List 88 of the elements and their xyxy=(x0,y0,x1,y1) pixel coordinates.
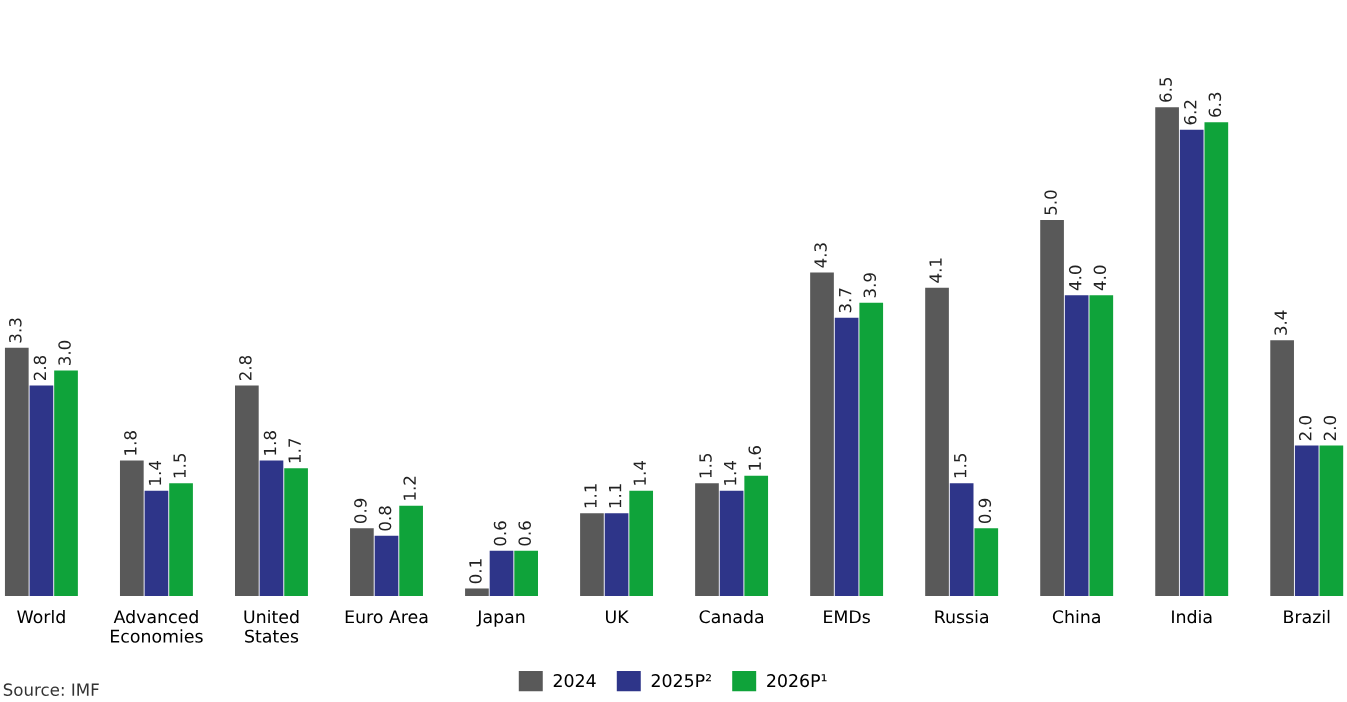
data-label: 3.3 xyxy=(9,318,22,343)
data-label: 2.0 xyxy=(1323,416,1337,441)
data-label: 1.1 xyxy=(584,484,597,508)
x-tick-label: Japan xyxy=(476,610,525,627)
x-tick-label: Canada xyxy=(699,609,764,624)
bar xyxy=(465,588,489,596)
data-label: 6.5 xyxy=(1159,77,1172,102)
x-tick-label: United States xyxy=(244,609,299,643)
bar xyxy=(949,483,974,596)
bar xyxy=(580,513,604,596)
data-label: 2.0 xyxy=(1298,416,1312,441)
data-label: 0.1 xyxy=(469,559,482,584)
data-label: 4.1 xyxy=(929,258,942,283)
bar xyxy=(144,490,169,596)
data-label: 6.2 xyxy=(1183,100,1197,125)
x-tick-label: Euro Area xyxy=(345,610,428,624)
bar xyxy=(54,370,78,596)
bar xyxy=(29,385,54,596)
data-label: 6.3 xyxy=(1208,92,1222,117)
bar xyxy=(719,490,744,596)
data-label: 1.4 xyxy=(633,460,646,485)
bar xyxy=(1204,122,1229,596)
bar xyxy=(284,468,308,596)
data-label: 1.2 xyxy=(403,476,416,500)
data-label: 0.8 xyxy=(378,506,392,531)
bar xyxy=(350,528,374,596)
data-label: 1.8 xyxy=(263,431,277,455)
bar xyxy=(974,528,999,596)
data-label: 0.6 xyxy=(518,521,531,546)
data-label: 0.6 xyxy=(493,521,507,546)
data-label: 1.1 xyxy=(609,484,622,508)
bar xyxy=(374,535,399,596)
data-label: 0.9 xyxy=(978,498,992,524)
legend-label: 2024 xyxy=(553,674,596,688)
data-label: 3.7 xyxy=(838,288,852,313)
bar xyxy=(810,272,834,596)
data-label: 5.0 xyxy=(1044,190,1057,215)
bar xyxy=(1155,107,1179,596)
x-tick-label: Brazil xyxy=(1284,609,1330,624)
bar xyxy=(169,483,193,596)
bar xyxy=(744,475,769,596)
data-label: 4.0 xyxy=(1068,265,1082,291)
data-label: 1.7 xyxy=(288,438,301,463)
x-tick-label: India xyxy=(1172,609,1212,624)
source-note: Source: IMF xyxy=(3,683,99,696)
data-label: 1.4 xyxy=(724,460,737,485)
x-tick-label: UK xyxy=(606,610,629,624)
bar xyxy=(925,287,949,596)
bar xyxy=(489,550,514,596)
data-label: 1.8 xyxy=(124,431,137,455)
data-label: 1.5 xyxy=(699,453,712,478)
data-label: 3.4 xyxy=(1274,310,1287,335)
bar xyxy=(859,302,884,596)
legend-label: 2026P¹ xyxy=(767,674,827,688)
bar xyxy=(399,505,423,596)
data-label: 2.8 xyxy=(239,355,252,381)
bar xyxy=(1179,129,1204,596)
bar xyxy=(834,317,859,596)
data-label: 1.4 xyxy=(148,460,162,485)
data-label: 1.5 xyxy=(173,453,186,478)
x-tick-label: Advanced Economies xyxy=(111,609,203,643)
data-label: 4.3 xyxy=(814,243,827,268)
data-label: 0.9 xyxy=(354,498,367,524)
bar xyxy=(1294,445,1319,596)
bar xyxy=(695,483,719,596)
data-label: 3.0 xyxy=(58,340,71,365)
bar xyxy=(604,513,629,596)
bar xyxy=(1064,295,1089,596)
bar xyxy=(259,460,284,596)
data-label: 3.9 xyxy=(863,273,877,298)
data-label: 4.0 xyxy=(1093,265,1107,291)
data-label: 2.8 xyxy=(33,355,47,381)
bar xyxy=(119,460,144,596)
data-label: 1.6 xyxy=(748,446,762,470)
x-tick-label: World xyxy=(17,609,65,624)
bar xyxy=(4,347,29,596)
bar xyxy=(1270,340,1294,596)
bar xyxy=(1040,219,1064,596)
bar xyxy=(514,550,538,596)
x-tick-label: China xyxy=(1052,609,1100,624)
x-tick-label: EMDs xyxy=(824,610,870,624)
bar xyxy=(1089,295,1114,596)
bar xyxy=(629,490,654,596)
bar xyxy=(235,385,259,596)
x-tick-label: Russia xyxy=(935,609,988,624)
legend-label: 2025P² xyxy=(651,674,711,688)
data-label: 1.5 xyxy=(954,453,967,478)
bar xyxy=(1319,445,1344,596)
